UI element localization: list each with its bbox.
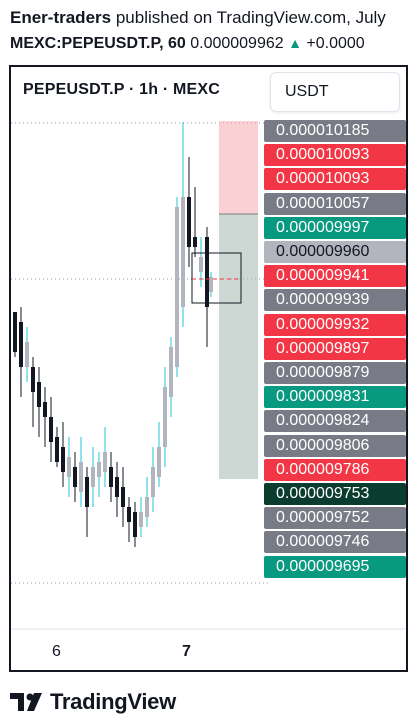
price-label: 0.000009879: [264, 362, 406, 384]
chart-canvas[interactable]: [11, 67, 408, 672]
candle-body: [151, 467, 155, 497]
price-label: 0.000010093: [264, 168, 406, 191]
candle-body: [19, 322, 23, 367]
candle-body: [73, 467, 77, 487]
candle-body: [187, 197, 191, 247]
chart-title: PEPEUSDT.P · 1h · MEXC: [23, 81, 221, 98]
price-label: 0.000009753: [264, 483, 406, 505]
candlestick-series: [13, 122, 213, 547]
candle-body: [133, 512, 137, 537]
candle-body: [169, 347, 173, 397]
price-label: 0.000009897: [264, 337, 406, 360]
candle-body: [103, 452, 107, 472]
price-change: +0.0000: [306, 35, 365, 52]
stop-loss-zone: [219, 121, 258, 214]
author-line: Ener-traders published on TradingView.co…: [10, 6, 418, 30]
price-label: 0.000009746: [264, 531, 406, 554]
price-label: 0.000009831: [264, 386, 406, 409]
candle-body: [91, 467, 95, 487]
price-label: 0.000009997: [264, 216, 406, 239]
last-price: 0.000009962: [190, 35, 284, 52]
price-label: 0.000010057: [264, 192, 406, 215]
up-arrow-icon: ▲: [288, 35, 302, 51]
candle-body: [157, 447, 161, 477]
candle-body: [121, 487, 125, 507]
tradingview-logo-icon: [10, 691, 44, 713]
price-label: 0.000010185: [264, 120, 406, 142]
time-label-6: 6: [52, 643, 61, 660]
candle-body: [13, 312, 17, 352]
price-label: 0.000010093: [264, 144, 406, 167]
candle-body: [43, 402, 47, 417]
candle-body: [97, 462, 101, 477]
candle-body: [109, 467, 113, 487]
candle-body: [55, 437, 59, 462]
price-label: 0.000009806: [264, 434, 406, 457]
candle-body: [37, 382, 41, 407]
tradingview-wordmark: TradingView: [50, 689, 176, 714]
price-label: 0.000009752: [264, 507, 406, 530]
symbol-line: MEXC:PEPEUSDT.P, 60 0.000009962 ▲ +0.000…: [10, 32, 418, 55]
candle-body: [139, 512, 143, 527]
candle-body: [115, 477, 119, 497]
price-label: 0.000009932: [264, 313, 406, 336]
price-label: 0.000009960: [264, 241, 406, 263]
published-text: published on TradingView.com, July: [115, 8, 386, 27]
publication-header: Ener-traders published on TradingView.co…: [10, 6, 418, 55]
price-label: 0.000009941: [264, 265, 406, 288]
take-profit-zone: [219, 214, 258, 479]
candle-body: [205, 237, 209, 307]
candle-body: [193, 237, 197, 247]
candle-body: [127, 507, 131, 522]
candle-body: [163, 387, 167, 447]
author-name[interactable]: Ener-traders: [10, 8, 112, 27]
candle-body: [49, 417, 53, 442]
price-label: 0.000009695: [264, 555, 406, 578]
selection-box: [191, 252, 242, 304]
price-label: 0.000009939: [264, 289, 406, 312]
symbol-name: MEXC:PEPEUSDT.P, 60: [10, 35, 186, 52]
currency-selector[interactable]: USDT: [270, 72, 400, 112]
candle-body: [199, 257, 203, 272]
candle-body: [209, 277, 213, 292]
candle-body: [85, 477, 89, 507]
candle-body: [61, 447, 65, 472]
price-label: 0.000009786: [264, 458, 406, 481]
candle-body: [181, 197, 185, 307]
candle-body: [25, 342, 29, 367]
price-label: 0.000009824: [264, 410, 406, 433]
candle-body: [175, 207, 179, 367]
time-label-7: 7: [182, 643, 191, 660]
tradingview-footer[interactable]: TradingView: [10, 688, 176, 716]
candle-body: [67, 457, 71, 477]
candle-body: [31, 367, 35, 392]
candle-body: [145, 497, 149, 517]
candle-body: [79, 462, 83, 492]
chart-frame[interactable]: PEPEUSDT.P · 1h · MEXC USDT 0.000010185 0…: [9, 65, 408, 672]
